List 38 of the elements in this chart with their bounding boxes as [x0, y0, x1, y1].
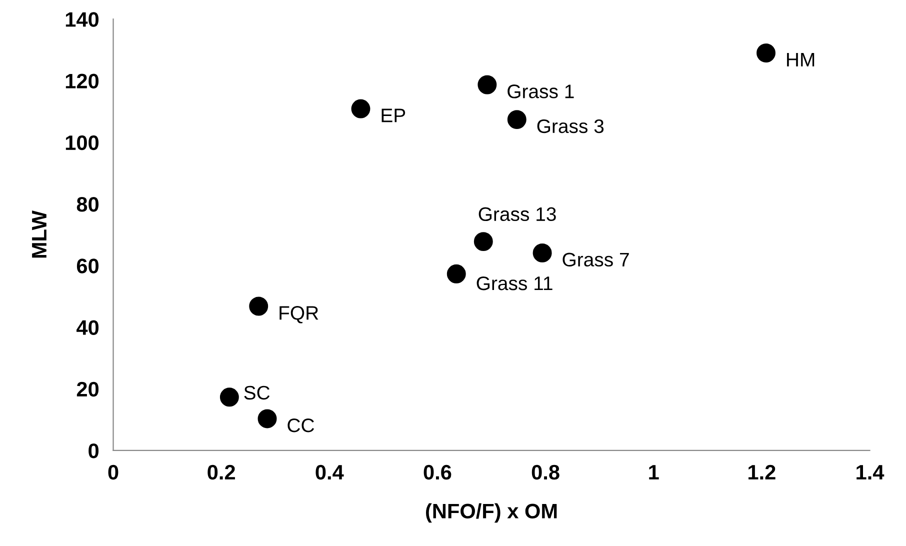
y-tick-label: 60 [76, 258, 99, 274]
point [474, 232, 493, 252]
y-tick-label: 40 [76, 320, 99, 335]
x-tick-label: 1.2 [748, 464, 776, 480]
x-tick-label: 0.4 [316, 464, 344, 480]
point [258, 409, 277, 428]
x-tick-label: 1 [649, 465, 659, 480]
x-tick-label: 0.8 [532, 464, 560, 480]
annotation: HM [787, 52, 814, 66]
x-axis-title: (NFO/F) x OM [426, 503, 557, 523]
x-tick-label: 0.6 [424, 464, 452, 480]
point [220, 388, 239, 407]
annotation: Grass 7 [562, 252, 629, 267]
annotation: Grass 3 [537, 119, 604, 134]
y-axis-title: MLW [32, 210, 46, 258]
y-tick-label: 100 [66, 135, 99, 150]
annotation: SC [244, 386, 270, 400]
y-tick-label: 80 [76, 196, 99, 212]
y-tick-label: 0 [88, 443, 99, 458]
point [532, 243, 552, 262]
y-tick-label: 140 [66, 12, 99, 27]
x-tick-label: 0.2 [208, 464, 235, 480]
annotation: Grass 1 [508, 84, 574, 98]
x-tick-label: 1.4 [856, 465, 884, 480]
point [249, 296, 268, 316]
point [756, 44, 776, 62]
annotation: EP [382, 108, 406, 122]
annotation: FQR [280, 306, 318, 324]
x-tick-label: 0 [108, 464, 118, 480]
y-tick-label: 120 [66, 74, 99, 88]
point [351, 99, 370, 118]
annotation: Grass 13 [478, 207, 556, 222]
annotation: CC [288, 418, 314, 432]
annotation: Grass 11 [476, 276, 552, 290]
point [446, 264, 466, 284]
y-tick-label: 20 [76, 382, 99, 397]
point [478, 75, 497, 94]
point [507, 110, 526, 130]
